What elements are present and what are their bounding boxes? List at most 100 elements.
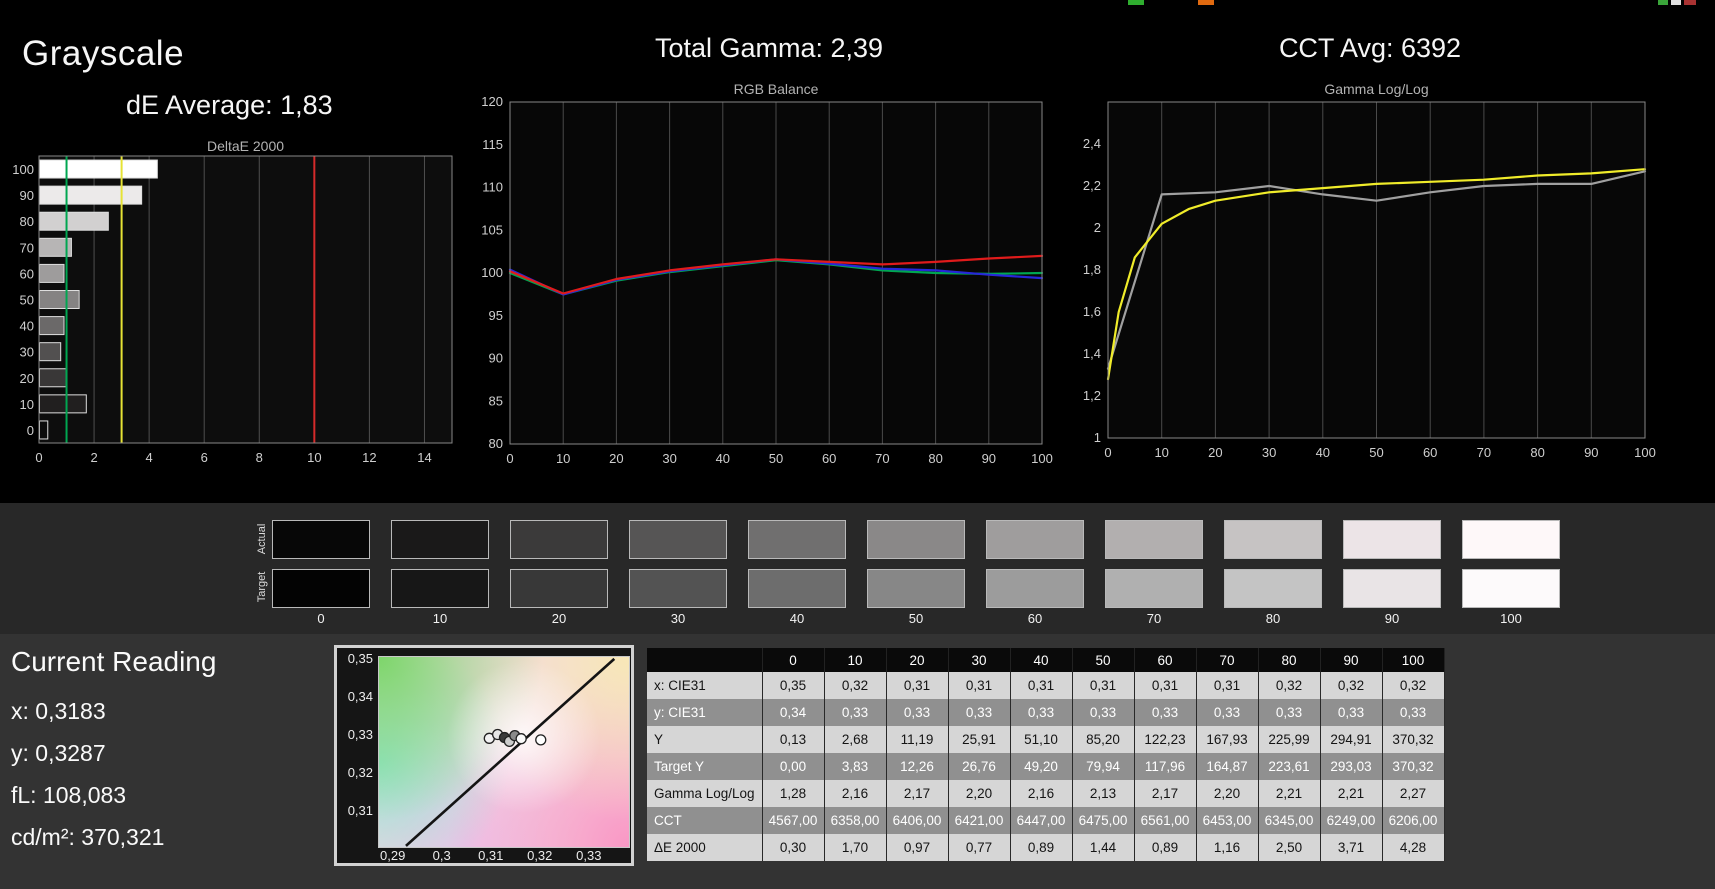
swatch-level-label: 80 (1265, 611, 1281, 626)
swatch-target-50 (867, 569, 965, 608)
table-row-label: Target Y (647, 753, 763, 780)
table-col-header: 20 (886, 648, 949, 672)
rgb-balance-title: RGB Balance (734, 81, 819, 97)
toolbar-fragment (1198, 0, 1214, 5)
table-row: Gamma Log/Log 1,28 2,16 2,17 2,20 2,16 2,13 2,1… (647, 780, 1445, 807)
de-average-label: dE Average: 1,83 (126, 90, 333, 120)
toolbar-fragment (1671, 0, 1681, 5)
y-tick-label: 1 (1094, 430, 1101, 445)
table-cell: 0,33 (1072, 699, 1135, 726)
table-cell: 2,27 (1382, 780, 1445, 807)
table-cell: 0,33 (1258, 699, 1321, 726)
x-tick-label: 0 (1104, 445, 1111, 460)
current-reading-cdm2: cd/m²: 370,321 (11, 824, 165, 850)
table-row: CCT 4567,00 6358,00 6406,00 6421,00 6447,00 64… (647, 807, 1445, 834)
x-tick-label: 40 (1316, 445, 1330, 460)
swatch-level-label: 20 (551, 611, 567, 626)
swatch-level-label: 100 (1500, 611, 1522, 626)
swatch-actual-90 (1343, 520, 1441, 559)
table-cell: 0,33 (1196, 699, 1259, 726)
cie-overlay (405, 657, 616, 847)
table-cell: 370,32 (1382, 753, 1445, 780)
x-tick-label: 10 (307, 450, 321, 465)
cie-x-tick: 0,29 (380, 848, 406, 863)
x-tick-label: 4 (146, 450, 153, 465)
x-tick-label: 30 (662, 451, 676, 466)
table-col-header: 100 (1382, 648, 1445, 672)
cie-x-tick: 0,33 (576, 848, 602, 863)
y-tick-label: 90 (489, 351, 503, 366)
table-cell: 2,68 (824, 726, 887, 753)
y-tick-label: 105 (481, 222, 503, 237)
table-col-header: 30 (948, 648, 1011, 672)
x-tick-label: 14 (417, 450, 431, 465)
cct-avg-label: CCT Avg: 6392 (1278, 33, 1462, 63)
x-tick-label: 80 (1530, 445, 1544, 460)
deltae-bar-0 (39, 420, 49, 440)
table-row: x: CIE31 0,35 0,32 0,31 0,31 0,31 0,31 0,31 0,31… (647, 672, 1445, 699)
table-cell: 6561,00 (1134, 807, 1197, 834)
swatch-level-label: 90 (1384, 611, 1400, 626)
y-tick-label: 80 (20, 214, 34, 229)
table-row-label: y: CIE31 (647, 699, 763, 726)
table-row: Target Y 0,00 3,83 12,26 26,76 49,20 79,94 117,… (647, 753, 1445, 780)
current-reading-x: x: 0,3183 (11, 698, 106, 724)
y-tick-label: 10 (20, 397, 34, 412)
table-row-label: ΔE 2000 (647, 834, 763, 861)
table-cell: 6453,00 (1196, 807, 1259, 834)
x-tick-label: 6 (201, 450, 208, 465)
x-tick-label: 100 (1031, 451, 1053, 466)
cie-chromaticity-plot (378, 656, 630, 848)
table-cell: 2,50 (1258, 834, 1321, 861)
deltae-bar-30 (39, 342, 62, 362)
swatch-level-label: 30 (670, 611, 686, 626)
cie-y-tick: 0,35 (347, 650, 373, 666)
swatch-target-30 (629, 569, 727, 608)
grayscale-title: Grayscale (22, 34, 185, 73)
table-cell: 0,33 (886, 699, 949, 726)
cie-x-tick: 0,3 (432, 848, 451, 863)
rgb-balance-red (508, 254, 1044, 295)
deltae-bar-10 (39, 394, 87, 414)
gamma-loglog-title: Gamma Log/Log (1324, 81, 1428, 97)
table-cell: 0,33 (1134, 699, 1197, 726)
gamma-loglog-chart: Gamma Log/Log 0 10 20 30 40 50 60 70 80 90 100 2,4 2,… (1083, 81, 1656, 460)
table-cell: 122,23 (1134, 726, 1197, 753)
table-cell: 51,10 (1010, 726, 1073, 753)
y-tick-label: 2 (1094, 220, 1101, 235)
table-row-label: Gamma Log/Log (647, 780, 763, 807)
table-cell: 0,33 (1382, 699, 1445, 726)
y-tick-label: 40 (20, 319, 34, 334)
table-row-label: Y (647, 726, 763, 753)
x-tick-label: 50 (769, 451, 783, 466)
swatch-target-20 (510, 569, 608, 608)
table-cell: 25,91 (948, 726, 1011, 753)
table-cell: 293,03 (1320, 753, 1383, 780)
x-tick-label: 90 (982, 451, 996, 466)
table-cell: 225,99 (1258, 726, 1321, 753)
toolbar-fragment (1658, 0, 1668, 5)
table-cell: 6206,00 (1382, 807, 1445, 834)
table-cell: 2,17 (1134, 780, 1197, 807)
table-col-header: 60 (1134, 648, 1197, 672)
y-tick-label: 1,6 (1083, 304, 1101, 319)
current-reading-y: y: 0,3287 (11, 740, 106, 766)
cie-y-tick: 0,33 (347, 726, 373, 742)
table-cell: 0,32 (1382, 672, 1445, 699)
table-cell: 12,26 (886, 753, 949, 780)
table-cell: 0,00 (762, 753, 825, 780)
table-cell: 0,32 (824, 672, 887, 699)
table-col-header: 0 (762, 648, 825, 672)
swatch-target-90 (1343, 569, 1441, 608)
table-row-label: x: CIE31 (647, 672, 763, 699)
swatch-level-label: 60 (1027, 611, 1043, 626)
table-row: Y 0,13 2,68 11,19 25,91 51,10 85,20 122,23 167,9… (647, 726, 1445, 753)
x-tick-label: 50 (1369, 445, 1383, 460)
cie-chromaticity-panel: 0,35 0,34 0,33 0,32 0,31 0,29 0,3 0,31 0,32 0,33 (334, 645, 634, 866)
table-cell: 1,28 (762, 780, 825, 807)
y-tick-label: 0 (27, 423, 34, 438)
table-cell: 0,89 (1010, 834, 1073, 861)
total-gamma-label: Total Gamma: 2,39 (654, 33, 884, 63)
daylight-locus-line (405, 657, 616, 847)
